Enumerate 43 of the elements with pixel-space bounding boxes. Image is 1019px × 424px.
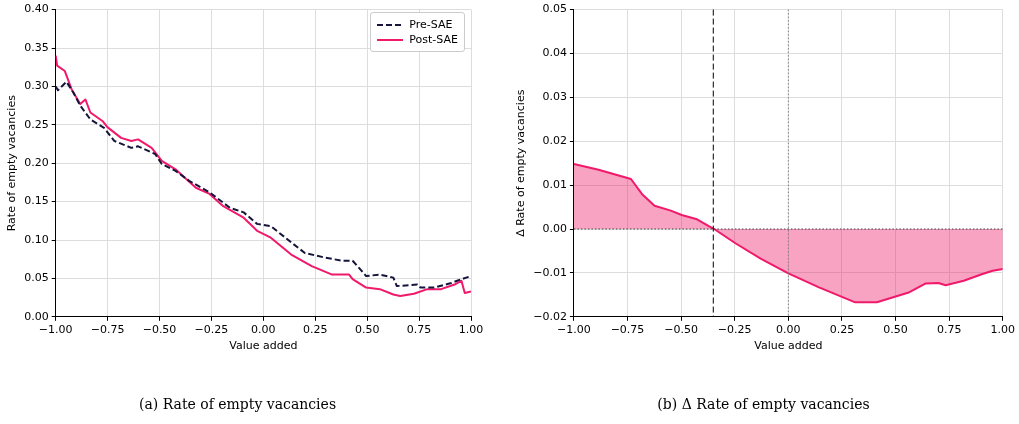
y-tick-label: 0.03 (542, 90, 567, 104)
y-tick-label: 0.25 (24, 117, 49, 131)
x-tick-label: −0.75 (610, 323, 645, 337)
y-tick-label: 0.10 (24, 232, 49, 246)
x-tick-label: 0.50 (883, 323, 908, 337)
x-tick-label: 0.50 (354, 323, 380, 337)
y-tick-label: 0.20 (24, 156, 49, 170)
y-tick-label: 0.15 (24, 194, 49, 208)
x-tick-label: 0.00 (251, 323, 276, 337)
x-tick-label: −0.75 (90, 323, 125, 337)
legend-label: Pre-SAE (409, 18, 453, 31)
x-tick-label: 0.00 (776, 323, 801, 337)
y-tick-label: 0.00 (542, 221, 567, 235)
x-tick-label: 0.75 (406, 323, 432, 337)
text: (a) Rate of empty vacancies (138, 396, 337, 413)
y-tick-label: 0.04 (542, 46, 567, 60)
y-tick-label: 0.01 (542, 178, 567, 191)
y-tick-label: 0.02 (542, 134, 567, 148)
x-tick-label: −0.50 (664, 323, 698, 337)
x-tick-label: 1.00 (990, 323, 1015, 337)
y-axis-title: Rate of empty vacancies (5, 94, 19, 232)
y-axis-title: Δ Rate of empty vacancies (514, 89, 528, 237)
y-tick-label: 0.00 (24, 309, 49, 323)
x-tick-label: −1.00 (38, 323, 73, 337)
x-tick-label: −0.50 (142, 323, 177, 337)
y-tick-label: 0.05 (542, 2, 567, 16)
y-tick-label: −0.02 (533, 309, 567, 323)
text: (b) Δ Rate of empty vacancies (657, 396, 870, 413)
x-axis-title: Value added (754, 339, 823, 353)
x-tick-label: 0.25 (829, 323, 855, 337)
y-tick-label: 0.30 (24, 79, 49, 93)
y-tick-label: 0.35 (24, 40, 49, 54)
y-tick-label: 0.05 (24, 271, 49, 285)
x-tick-label: 0.75 (936, 323, 962, 337)
y-tick-label: 0.40 (24, 2, 49, 16)
y-tick-label: −0.01 (533, 265, 567, 279)
x-tick-label: −1.00 (557, 323, 591, 337)
x-tick-label: −0.25 (717, 323, 752, 337)
legend-label: Post-SAE (409, 33, 458, 46)
x-axis-title: Value added (229, 339, 298, 353)
x-tick-label: 1.00 (458, 323, 484, 337)
x-tick-label: −0.25 (194, 323, 229, 337)
x-tick-label: 0.25 (303, 323, 328, 337)
